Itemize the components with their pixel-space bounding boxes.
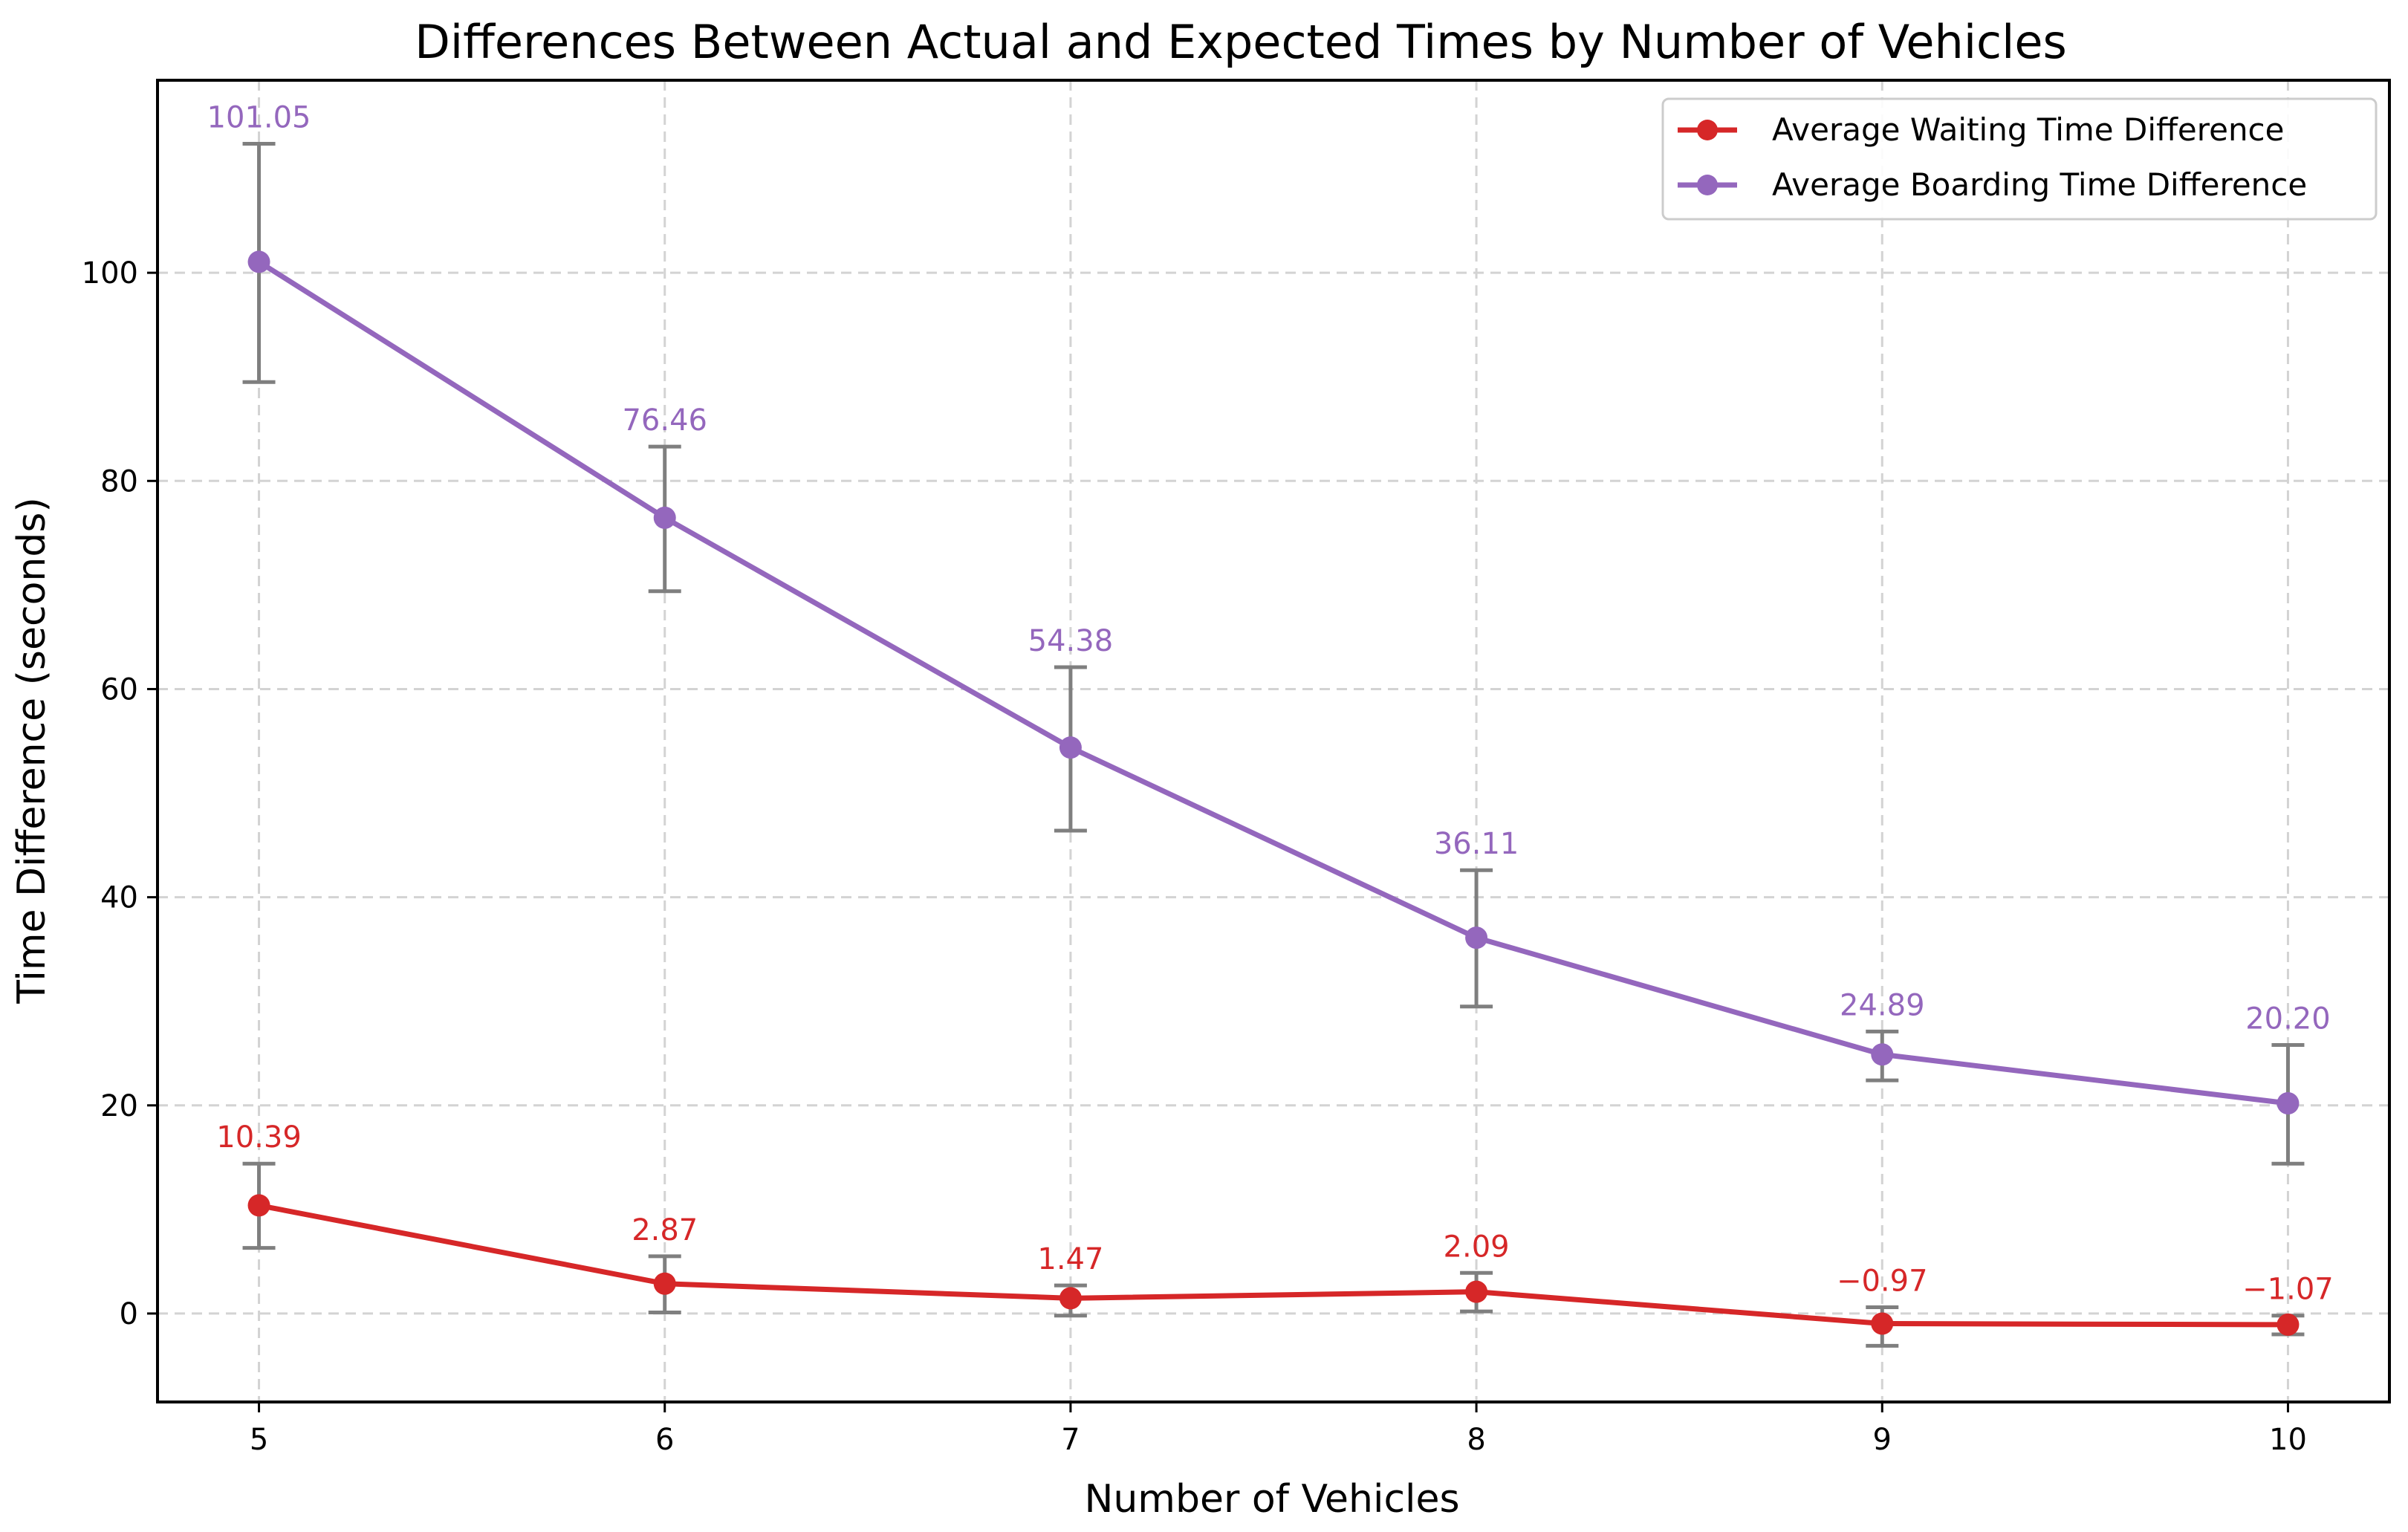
data-value-label: −0.97 [1837, 1265, 1928, 1299]
data-point [247, 1194, 270, 1217]
data-point [1465, 926, 1488, 950]
x-tick-label: 5 [250, 1423, 268, 1457]
y-tick-label: 60 [100, 672, 138, 707]
y-tick-label: 40 [100, 881, 138, 915]
legend-label-waiting: Average Waiting Time Difference [1772, 111, 2285, 148]
y-tick-label: 0 [120, 1297, 138, 1331]
data-point [1871, 1043, 1894, 1066]
data-value-label: 2.87 [632, 1213, 698, 1247]
data-point [247, 250, 270, 273]
data-labels: 10.39 2.87 1.47 2.09 −0.97 −1.07 101.05 76.46 54… [207, 100, 2334, 1306]
x-tick-label: 10 [2269, 1423, 2307, 1457]
x-axis-label: Number of Vehicles [1084, 1477, 1459, 1522]
series-1 [242, 141, 2305, 1166]
data-value-label: 2.09 [1444, 1230, 1510, 1264]
x-tick-label: 9 [1873, 1423, 1892, 1457]
series-line [257, 259, 2288, 1106]
y-tick-label: 20 [100, 1089, 138, 1123]
data-value-label: 76.46 [622, 403, 707, 438]
legend-marker-boarding [1697, 175, 1718, 195]
x-tick-label: 6 [655, 1423, 674, 1457]
data-value-label: 20.20 [2245, 1002, 2331, 1036]
data-value-label: 10.39 [216, 1120, 302, 1155]
chart-title: Differences Between Actual and Expected … [415, 15, 2067, 69]
data-value-label: 1.47 [1037, 1242, 1103, 1276]
data-point [1059, 1287, 1082, 1310]
data-point [653, 506, 676, 529]
data-value-label: 101.05 [207, 100, 311, 134]
data-value-label: −1.07 [2242, 1273, 2334, 1307]
plot-frame [156, 79, 2391, 1403]
series-line [258, 1202, 2288, 1328]
data-point [2276, 1313, 2300, 1336]
series-0 [242, 1161, 2305, 1348]
data-point [2276, 1091, 2300, 1114]
data-point [1059, 736, 1082, 759]
x-tick-label: 7 [1061, 1423, 1080, 1457]
legend-box [1661, 97, 2378, 221]
legend-marker-waiting [1697, 120, 1718, 140]
y-axis-label: Time Difference (seconds) [10, 497, 54, 1004]
data-value-label: 54.38 [1028, 624, 1114, 658]
series-group [242, 141, 2305, 1348]
grid-lines [158, 80, 2389, 1402]
legend-label-boarding: Average Boarding Time Difference [1772, 166, 2307, 203]
y-tick-label: 100 [82, 256, 138, 291]
data-point [1871, 1312, 1894, 1335]
data-value-label: 36.11 [1434, 827, 1519, 861]
data-point [1465, 1280, 1488, 1303]
data-point [653, 1272, 676, 1295]
legend: Average Waiting Time Difference Average … [1661, 97, 2378, 221]
x-tick-label: 8 [1467, 1423, 1485, 1457]
y-tick-label: 80 [100, 464, 138, 499]
data-value-label: 24.89 [1840, 988, 1925, 1022]
